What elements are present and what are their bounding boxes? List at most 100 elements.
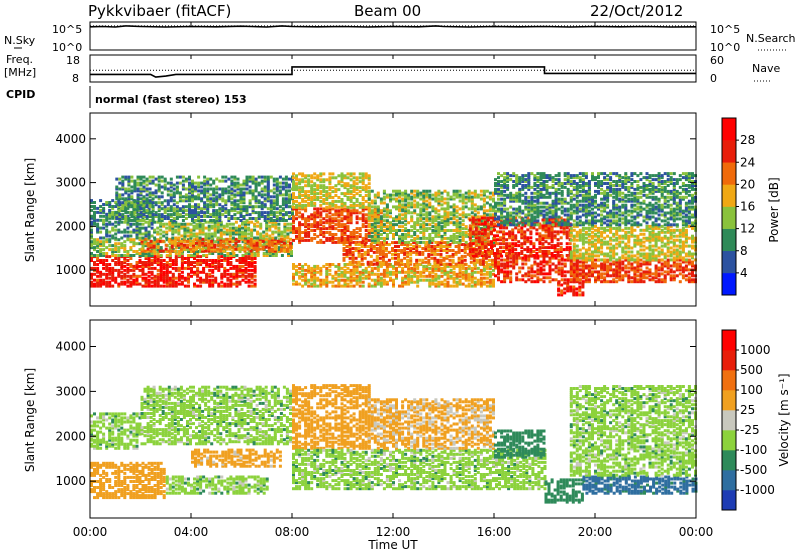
power-cell <box>295 178 298 182</box>
power-cell <box>395 191 398 195</box>
power-cell <box>234 247 238 251</box>
power-cell <box>295 280 298 284</box>
power-cell <box>428 280 432 284</box>
power-cell <box>361 276 365 280</box>
power-cell <box>90 216 93 220</box>
power-cell <box>239 189 243 193</box>
power-cell <box>108 276 112 280</box>
power-cell <box>419 209 423 213</box>
power-cell <box>207 243 211 247</box>
power-cell <box>215 213 219 217</box>
power-cell <box>373 217 377 221</box>
power-cell <box>191 191 194 195</box>
power-cell <box>442 258 446 262</box>
power-cell <box>254 205 258 209</box>
power-cell <box>229 278 233 282</box>
power-cell <box>114 261 118 264</box>
power-cell <box>235 276 239 280</box>
power-cell <box>129 222 133 226</box>
power-cell <box>123 240 127 244</box>
power-cell <box>199 259 203 262</box>
power-cell <box>238 259 242 262</box>
power-cell <box>144 254 148 257</box>
power-cell <box>475 258 479 262</box>
power-cell <box>144 278 148 282</box>
power-cell <box>156 248 160 252</box>
power-cell <box>242 207 246 211</box>
power-cell <box>422 270 426 274</box>
power-cell <box>355 182 359 186</box>
power-cell <box>289 237 292 241</box>
power-cell <box>292 205 295 209</box>
power-cell <box>457 245 461 248</box>
power-cell <box>364 221 368 225</box>
power-cell <box>159 263 163 266</box>
power-cell <box>96 259 100 262</box>
power-cell <box>471 216 475 220</box>
power-cell <box>404 240 408 244</box>
power-cell <box>340 184 344 188</box>
power-cell <box>165 284 169 288</box>
power-cell <box>129 230 133 234</box>
power-cell <box>419 223 423 227</box>
power-cell <box>416 221 420 225</box>
power-cell <box>446 205 450 209</box>
power-cell <box>325 280 329 284</box>
power-cell <box>358 272 362 276</box>
power-cell <box>177 272 181 276</box>
power-cell <box>382 272 386 276</box>
power-cell <box>127 205 131 209</box>
power-cell <box>310 276 314 280</box>
power-cell <box>257 191 261 195</box>
power-cell <box>493 244 496 248</box>
power-cell <box>322 227 326 231</box>
power-cell <box>241 259 245 262</box>
power-cell <box>271 236 275 240</box>
power-cell <box>221 199 225 203</box>
power-cell <box>395 274 398 278</box>
power-cell <box>424 256 428 260</box>
power-cell <box>355 234 359 238</box>
power-cell <box>90 205 93 208</box>
power-cell <box>108 272 112 276</box>
power-cell <box>219 230 223 234</box>
power-cell <box>163 183 167 187</box>
power-cell <box>301 238 305 242</box>
power-cell <box>337 213 341 217</box>
power-cell <box>136 207 140 211</box>
power-cell <box>157 209 161 213</box>
power-cell <box>483 238 487 242</box>
power-cell <box>389 227 392 231</box>
power-cell <box>385 215 389 219</box>
power-cell <box>138 226 142 230</box>
power-cell <box>419 272 423 276</box>
power-cell <box>123 244 127 248</box>
power-cell <box>490 240 493 244</box>
power-cell <box>400 260 404 264</box>
power-cell <box>364 236 368 240</box>
power-cell <box>538 226 542 230</box>
power-cell <box>169 199 173 203</box>
power-cell <box>394 250 397 254</box>
power-cell <box>235 270 239 274</box>
power-cell <box>446 197 450 201</box>
power-cell <box>168 276 172 280</box>
power-cell <box>406 245 410 248</box>
power-cell <box>123 264 127 268</box>
power-cell <box>117 210 121 214</box>
power-cell <box>391 247 394 250</box>
power-cell <box>449 268 453 272</box>
power-cell <box>247 228 251 232</box>
power-cell <box>467 189 471 193</box>
power-cell <box>301 215 305 219</box>
power-cell <box>464 225 468 229</box>
power-cell <box>385 236 389 240</box>
power-cell <box>385 264 389 268</box>
power-cell <box>379 278 383 282</box>
power-cell <box>90 222 93 226</box>
power-cell <box>397 258 400 262</box>
power-cell <box>260 211 264 215</box>
power-cell <box>385 270 389 274</box>
power-cell <box>205 272 209 276</box>
power-cell <box>187 272 190 276</box>
